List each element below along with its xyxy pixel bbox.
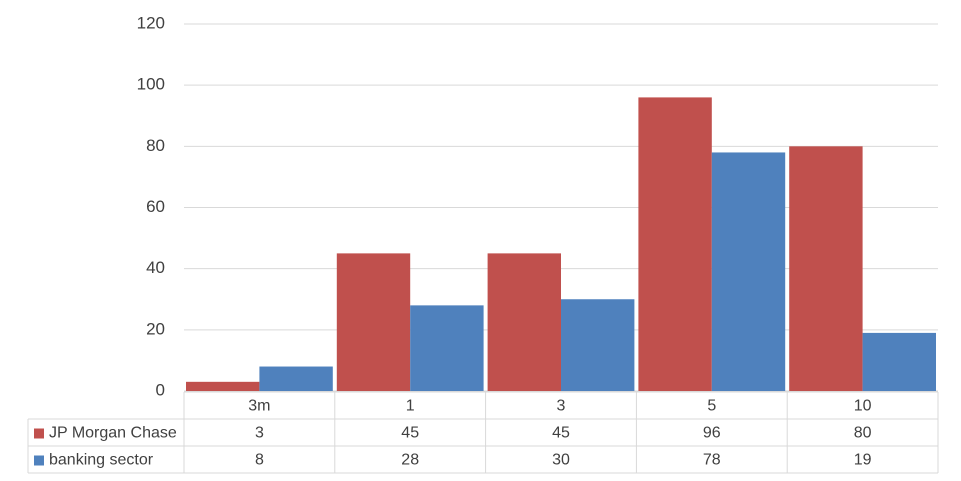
table-value: 45: [401, 425, 419, 442]
bar: [410, 305, 484, 391]
x-tick-label: 3m: [248, 398, 270, 415]
x-tick-label: 3: [557, 398, 566, 415]
bar: [186, 381, 260, 391]
y-tick-label: 120: [137, 13, 165, 32]
legend-swatch: [34, 428, 44, 439]
legend-swatch: [34, 455, 44, 466]
table-value: 45: [552, 425, 570, 442]
table-value: 80: [854, 425, 872, 442]
x-tick-label: 1: [406, 398, 415, 415]
table-value: 78: [703, 452, 721, 469]
y-tick-label: 100: [137, 75, 165, 94]
table-value: 96: [703, 425, 721, 442]
bar: [789, 146, 863, 391]
bar: [487, 253, 561, 391]
data-table: 3m 1 3 5 10 JP Morgan Chase 3 45 45 96 80 banking s…: [27, 391, 939, 474]
bar: [561, 299, 635, 391]
x-tick-label: 10: [854, 398, 872, 415]
y-tick-label: 60: [146, 197, 165, 216]
bar: [638, 97, 712, 392]
y-tick-label: 0: [156, 380, 165, 399]
table-value: 30: [552, 452, 570, 469]
table-value: 8: [255, 452, 264, 469]
legend-label: JP Morgan Chase: [49, 425, 177, 442]
bar: [259, 366, 333, 391]
legend-label: banking sector: [49, 452, 154, 469]
bar: [711, 152, 786, 391]
table-value: 28: [401, 452, 419, 469]
x-tick-label: 5: [707, 398, 716, 415]
y-tick-label: 20: [146, 319, 165, 338]
y-tick-label: 80: [146, 136, 165, 155]
bar: [336, 253, 411, 391]
table-value: 19: [854, 452, 872, 469]
y-tick-label: 40: [146, 258, 165, 277]
bar: [862, 332, 936, 391]
table-value: 3: [255, 425, 264, 442]
